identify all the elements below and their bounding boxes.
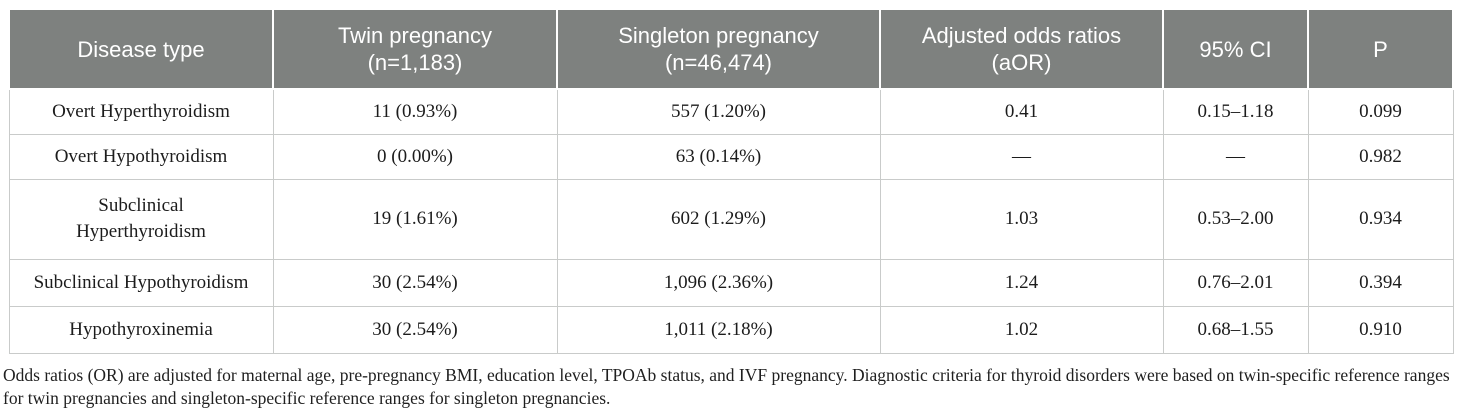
header-row: Disease type Twin pregnancy (n=1,183) Si… <box>8 8 1454 90</box>
cell-singleton-count: 63 (0.14%) <box>556 133 881 180</box>
cell-twin-count: 0 (0.00%) <box>272 133 558 180</box>
cell-disease: Subclinical Hyperthyroidism <box>8 178 274 260</box>
column-header-twin-pregnancy: Twin pregnancy (n=1,183) <box>272 8 558 90</box>
cell-p: 0.910 <box>1307 305 1454 354</box>
header-label: 95% CI <box>1199 36 1272 62</box>
cell-ci: 0.76–2.01 <box>1162 258 1309 307</box>
cell-p: 0.934 <box>1307 178 1454 260</box>
cell-twin-count: 11 (0.93%) <box>272 88 558 135</box>
header-label: Twin pregnancy <box>337 23 493 48</box>
cell-ci: — <box>1162 133 1309 180</box>
cell-disease: Overt Hypothyroidism <box>8 133 274 180</box>
cell-singleton-count: 602 (1.29%) <box>556 178 881 260</box>
cell-disease: Overt Hyperthyroidism <box>8 88 274 135</box>
column-header-p-value: P <box>1307 8 1454 90</box>
header-sublabel: (n=1,183) <box>367 50 463 75</box>
table-row: Overt Hyperthyroidism 11 (0.93%) 557 (1.… <box>8 88 1454 135</box>
cell-ci: 0.68–1.55 <box>1162 305 1309 354</box>
cell-ci: 0.15–1.18 <box>1162 88 1309 135</box>
cell-aor: 0.41 <box>879 88 1164 135</box>
header-label: Singleton pregnancy <box>618 23 819 48</box>
header-sublabel: (aOR) <box>991 50 1052 75</box>
thyroid-disease-results-table: Disease type Twin pregnancy (n=1,183) Si… <box>8 8 1454 354</box>
column-header-disease-type: Disease type <box>8 8 274 90</box>
cell-p: 0.099 <box>1307 88 1454 135</box>
header-sublabel: (n=46,474) <box>664 50 773 75</box>
column-header-singleton-pregnancy: Singleton pregnancy (n=46,474) <box>556 8 881 90</box>
cell-aor: 1.02 <box>879 305 1164 354</box>
cell-disease: Subclinical Hypothyroidism <box>8 258 274 307</box>
cell-p: 0.982 <box>1307 133 1454 180</box>
cell-ci: 0.53–2.00 <box>1162 178 1309 260</box>
table-header: Disease type Twin pregnancy (n=1,183) Si… <box>8 8 1454 90</box>
table-body: Overt Hyperthyroidism 11 (0.93%) 557 (1.… <box>8 88 1454 354</box>
header-label: Adjusted odds ratios <box>921 23 1122 48</box>
cell-singleton-count: 1,011 (2.18%) <box>556 305 881 354</box>
table-row: Overt Hypothyroidism 0 (0.00%) 63 (0.14%… <box>8 133 1454 180</box>
cell-singleton-count: 1,096 (2.36%) <box>556 258 881 307</box>
cell-singleton-count: 557 (1.20%) <box>556 88 881 135</box>
cell-p: 0.394 <box>1307 258 1454 307</box>
column-header-adjusted-odds-ratios: Adjusted odds ratios (aOR) <box>879 8 1164 90</box>
cell-aor: — <box>879 133 1164 180</box>
cell-twin-count: 30 (2.54%) <box>272 305 558 354</box>
table-row: Hypothyroxinemia 30 (2.54%) 1,011 (2.18%… <box>8 305 1454 354</box>
table-row: Subclinical Hyperthyroidism 19 (1.61%) 6… <box>8 178 1454 260</box>
header-label: P <box>1373 36 1388 62</box>
table-footnote: Odds ratios (OR) are adjusted for matern… <box>3 364 1450 408</box>
cell-aor: 1.24 <box>879 258 1164 307</box>
table-container: Disease type Twin pregnancy (n=1,183) Si… <box>8 8 1454 354</box>
column-header-95-ci: 95% CI <box>1162 8 1309 90</box>
cell-disease: Hypothyroxinemia <box>8 305 274 354</box>
cell-twin-count: 30 (2.54%) <box>272 258 558 307</box>
cell-twin-count: 19 (1.61%) <box>272 178 558 260</box>
table-row: Subclinical Hypothyroidism 30 (2.54%) 1,… <box>8 258 1454 307</box>
cell-aor: 1.03 <box>879 178 1164 260</box>
header-label: Disease type <box>77 36 205 62</box>
